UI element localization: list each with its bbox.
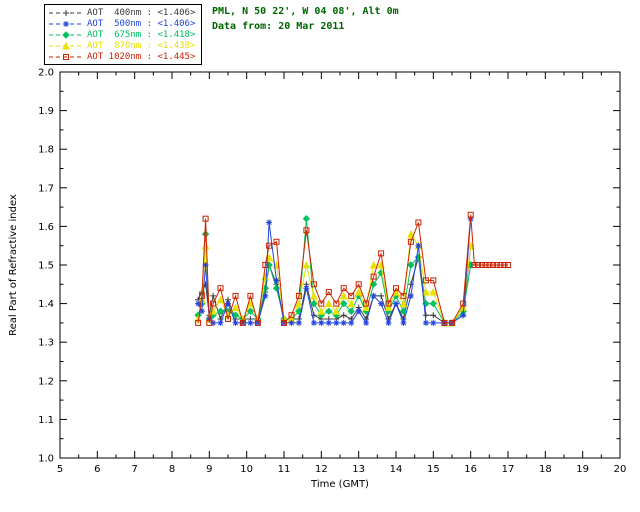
svg-text:6: 6	[94, 464, 100, 475]
svg-text:17: 17	[502, 464, 515, 475]
triangle-legend-icon	[49, 41, 83, 49]
legend-label: AOT 870nm : <1.438>	[87, 40, 196, 51]
svg-text:9: 9	[206, 464, 212, 475]
square-legend-icon	[49, 53, 83, 60]
svg-text:1.7: 1.7	[38, 183, 54, 194]
svg-text:1.1: 1.1	[38, 415, 54, 426]
svg-text:19: 19	[576, 464, 589, 475]
plot-header: PML, N 50 22', W 04 08', Alt 0m Data fro…	[212, 6, 399, 36]
svg-text:16: 16	[464, 464, 477, 475]
date-info: Data from: 20 Mar 2011	[212, 21, 345, 32]
svg-text:8: 8	[169, 464, 175, 475]
legend-entry: AOT 870nm : <1.438>	[49, 40, 195, 51]
legend-label: AOT 1020nm : <1.445>	[87, 51, 196, 62]
svg-text:1.0: 1.0	[38, 454, 54, 465]
asterisk-legend-icon	[49, 20, 83, 27]
diamond-legend-icon	[49, 30, 83, 39]
svg-text:18: 18	[539, 464, 552, 475]
site-info: PML, N 50 22', W 04 08', Alt 0m	[212, 6, 399, 17]
svg-text:12: 12	[315, 464, 328, 475]
svg-text:1.5: 1.5	[38, 261, 54, 272]
svg-text:2.0: 2.0	[38, 68, 54, 79]
svg-text:14: 14	[390, 464, 403, 475]
svg-text:1.9: 1.9	[38, 106, 54, 117]
svg-text:7: 7	[131, 464, 137, 475]
plus-legend-icon	[49, 9, 83, 16]
svg-text:1.4: 1.4	[38, 299, 54, 310]
svg-text:Time (GMT): Time (GMT)	[310, 479, 369, 490]
legend-box: AOT 400nm : <1.406> AOT 500nm : <1.406> AO…	[44, 4, 203, 65]
legend-entry: AOT 1020nm : <1.445>	[49, 51, 195, 62]
svg-text:11: 11	[278, 464, 291, 475]
svg-text:13: 13	[352, 464, 365, 475]
legend-entry: AOT 400nm : <1.406>	[49, 7, 195, 18]
svg-text:1.2: 1.2	[38, 376, 54, 387]
svg-text:15: 15	[427, 464, 440, 475]
svg-text:10: 10	[240, 464, 253, 475]
legend-entry: AOT 500nm : <1.406>	[49, 18, 195, 29]
legend-label: AOT 675nm : <1.418>	[87, 29, 196, 40]
svg-text:Real Part of Refractive index: Real Part of Refractive index	[8, 194, 19, 336]
svg-text:20: 20	[614, 464, 627, 475]
legend-entry: AOT 675nm : <1.418>	[49, 29, 195, 40]
svg-text:5: 5	[57, 464, 63, 475]
legend-label: AOT 500nm : <1.406>	[87, 18, 196, 29]
svg-text:1.8: 1.8	[38, 145, 54, 156]
svg-text:1.3: 1.3	[38, 338, 54, 349]
svg-text:1.6: 1.6	[38, 222, 54, 233]
legend-label: AOT 400nm : <1.406>	[87, 7, 196, 18]
